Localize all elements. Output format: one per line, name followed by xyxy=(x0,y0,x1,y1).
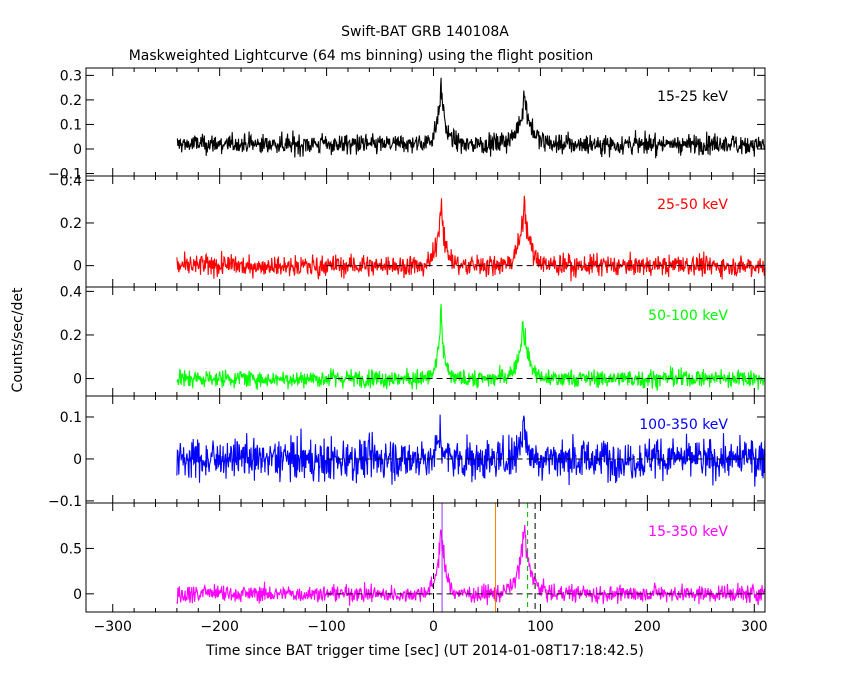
lightcurve-series xyxy=(176,195,766,282)
x-axis-label: Time since BAT trigger time [sec] (UT 20… xyxy=(205,643,644,659)
x-tick-label: −100 xyxy=(307,619,345,635)
y-tick-label: 0.4 xyxy=(60,284,82,300)
y-tick-label: 0.3 xyxy=(60,68,82,84)
x-tick-label: −300 xyxy=(94,619,132,635)
y-tick-label: −0.1 xyxy=(48,167,82,183)
lightcurve-series xyxy=(176,524,766,606)
x-tick-label: 200 xyxy=(634,619,661,635)
panel-4: −0.1 0 0.1 100-350 keV xyxy=(48,395,766,510)
y-tick-label: 0.1 xyxy=(60,117,82,133)
lightcurve-series xyxy=(176,414,766,487)
y-tick-label: 0 xyxy=(73,452,82,468)
panel-frame xyxy=(85,67,766,177)
y-tick-label: 0 xyxy=(73,142,82,158)
y-tick-label: 0.4 xyxy=(60,173,82,189)
panel-1: −0.1 0 0.1 0.2 0.3 15-25 keV xyxy=(48,67,766,183)
y-tick-label: 0 xyxy=(73,587,82,603)
y-tick-label: 0.2 xyxy=(60,93,82,109)
y-tick-label: 0.2 xyxy=(60,328,82,344)
y-tick-label: 0 xyxy=(73,372,82,388)
panel-2: 0 0.2 0.4 25-50 keV xyxy=(60,173,766,288)
y-tick-label: −0.1 xyxy=(48,494,82,510)
band-label: 15-25 keV xyxy=(657,89,728,105)
panel-frame xyxy=(85,395,766,504)
band-label: 50-100 keV xyxy=(648,308,728,324)
band-label: 100-350 keV xyxy=(639,417,728,433)
y-tick-label: 0.1 xyxy=(60,410,82,426)
panel-5: 0 0.5 15-350 keV xyxy=(60,502,766,613)
lightcurve-series xyxy=(176,77,766,159)
y-tick-label: 0.2 xyxy=(60,216,82,232)
panel-3: 0 0.2 0.4 50-100 keV xyxy=(60,284,766,397)
band-label: 15-350 keV xyxy=(648,524,728,540)
chart-subtitle: Maskweighted Lightcurve (64 ms binning) … xyxy=(129,48,594,64)
x-tick-label: −200 xyxy=(200,619,238,635)
y-tick-label: 0 xyxy=(73,259,82,275)
y-axis-label: Counts/sec/det xyxy=(10,287,26,392)
x-tick-label: 300 xyxy=(741,619,768,635)
x-tick-label: 100 xyxy=(527,619,554,635)
band-label: 25-50 keV xyxy=(657,197,728,213)
panel-frame xyxy=(85,502,766,613)
y-tick-label: 0.5 xyxy=(60,541,82,557)
x-tick-label: 0 xyxy=(429,619,438,635)
chart-title: Swift-BAT GRB 140108A xyxy=(341,24,509,40)
